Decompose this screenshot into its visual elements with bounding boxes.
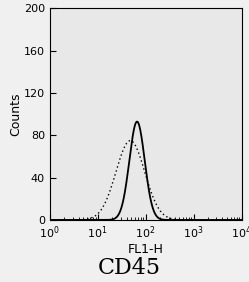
Text: CD45: CD45	[98, 257, 161, 279]
Y-axis label: Counts: Counts	[9, 92, 22, 136]
X-axis label: FL1-H: FL1-H	[128, 243, 164, 256]
